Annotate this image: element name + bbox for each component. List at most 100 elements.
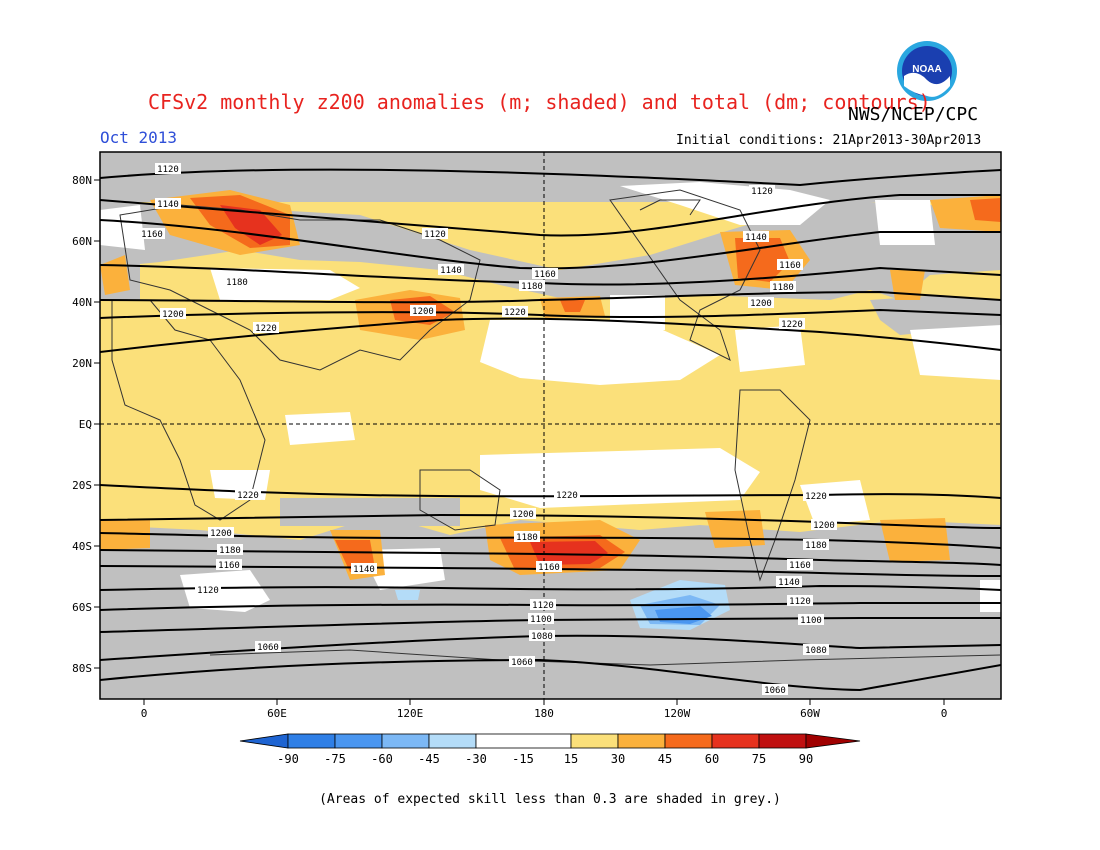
svg-text:1160: 1160 [141, 230, 163, 240]
colorbar-label: 60 [705, 752, 719, 766]
svg-text:1140: 1140 [353, 565, 375, 575]
colorbar-label: -15 [512, 752, 534, 766]
noaa-logo-text: NOAA [912, 64, 941, 75]
chart-title: CFSv2 monthly z200 anomalies (m; shaded)… [148, 90, 931, 114]
svg-text:1200: 1200 [813, 521, 835, 531]
contour-label: 1220 [779, 318, 805, 330]
lon-label: 0 [141, 707, 148, 720]
colorbar-label: 75 [752, 752, 766, 766]
contour-label: 1200 [410, 305, 436, 317]
svg-text:1100: 1100 [800, 616, 822, 626]
lon-label: 0 [941, 707, 948, 720]
svg-text:1120: 1120 [532, 601, 554, 611]
lat-label: 60N [72, 235, 92, 248]
svg-text:1160: 1160 [779, 261, 801, 271]
contour-label: 1140 [351, 563, 377, 575]
map-frame [99, 151, 1002, 700]
svg-text:1160: 1160 [218, 561, 240, 571]
colorbar-labels: -90 -75 -60 -45 -30 -15 15 30 45 60 75 9… [277, 752, 813, 766]
colorbar-label: -60 [371, 752, 393, 766]
svg-text:1180: 1180 [516, 533, 538, 543]
colorbar-swatch [758, 733, 807, 749]
colorbar-swatch [475, 733, 572, 749]
colorbar-swatch [428, 733, 477, 749]
contour-label: 1180 [224, 276, 250, 288]
lon-label: 60E [267, 707, 287, 720]
contour-label: 1080 [529, 630, 555, 642]
lat-label: EQ [79, 418, 92, 431]
contour-label: 1180 [217, 544, 243, 556]
svg-text:1060: 1060 [511, 658, 533, 668]
agency-label: NWS/NCEP/CPC [848, 104, 979, 125]
contour-label: 1060 [255, 641, 281, 653]
contour-label: 1120 [155, 163, 181, 175]
svg-text:1180: 1180 [772, 283, 794, 293]
svg-text:1180: 1180 [219, 546, 241, 556]
contour-label: 1060 [762, 684, 788, 696]
contour-label: 1220 [803, 490, 829, 502]
contour-label: 1120 [195, 584, 221, 596]
lat-label: 20N [72, 357, 92, 370]
colorbar-arrow-right [805, 733, 861, 749]
contour-label: 1120 [530, 599, 556, 611]
svg-text:1200: 1200 [412, 307, 434, 317]
contour-label: 1120 [422, 228, 448, 240]
lat-label: 40S [72, 540, 92, 553]
contour-label: 1200 [510, 508, 536, 520]
svg-text:1180: 1180 [521, 282, 543, 292]
lon-label: 180 [534, 707, 554, 720]
colorbar-swatch [617, 733, 666, 749]
contour-label: 1200 [160, 308, 186, 320]
svg-text:1220: 1220 [556, 491, 578, 501]
svg-text:1180: 1180 [226, 278, 248, 288]
svg-text:1120: 1120 [789, 597, 811, 607]
colorbar-swatch [287, 733, 336, 749]
skill-note: (Areas of expected skill less than 0.3 a… [319, 792, 781, 807]
svg-text:1160: 1160 [789, 561, 811, 571]
contour-label: 1160 [777, 259, 803, 271]
contour-label: 1220 [253, 322, 279, 334]
svg-text:1200: 1200 [750, 299, 772, 309]
contour-label: 1120 [787, 595, 813, 607]
svg-text:1120: 1120 [197, 586, 219, 596]
contour-label: 1200 [208, 527, 234, 539]
contour-label: 1180 [514, 531, 540, 543]
contour-label: 1140 [776, 576, 802, 588]
svg-text:1140: 1140 [745, 233, 767, 243]
svg-text:1140: 1140 [440, 266, 462, 276]
svg-text:1220: 1220 [504, 308, 526, 318]
colorbar-swatch [334, 733, 383, 749]
month-label: Oct 2013 [100, 128, 178, 147]
contour-label: 1200 [748, 297, 774, 309]
lat-label: 20S [72, 479, 92, 492]
contour-label: 1120 [749, 185, 775, 197]
svg-text:1060: 1060 [764, 686, 786, 696]
colorbar-label: 15 [564, 752, 578, 766]
colorbar-swatch [570, 733, 619, 749]
contour-label: 1140 [743, 231, 769, 243]
contour-label: 1140 [155, 198, 181, 210]
lat-label: 60S [72, 601, 92, 614]
colorbar-label: 45 [658, 752, 672, 766]
svg-text:1220: 1220 [237, 491, 259, 501]
svg-text:1060: 1060 [257, 643, 279, 653]
svg-text:1200: 1200 [512, 510, 534, 520]
contour-label: 1160 [139, 228, 165, 240]
colorbar-swatch [381, 733, 430, 749]
contour-label: 1100 [528, 613, 554, 625]
colorbar-label: -30 [465, 752, 487, 766]
svg-text:1140: 1140 [778, 578, 800, 588]
colorbar-label: -90 [277, 752, 299, 766]
svg-text:1220: 1220 [781, 320, 803, 330]
svg-text:1120: 1120 [751, 187, 773, 197]
lat-label: 80S [72, 662, 92, 675]
contour-label: 1100 [798, 614, 824, 626]
svg-text:1140: 1140 [157, 200, 179, 210]
colorbar-swatch [664, 733, 713, 749]
initial-conditions-label: Initial conditions: 21Apr2013-30Apr2013 [676, 133, 982, 148]
svg-text:1200: 1200 [210, 529, 232, 539]
lon-label: 60W [800, 707, 820, 720]
svg-text:1160: 1160 [534, 270, 556, 280]
svg-text:1080: 1080 [531, 632, 553, 642]
contour-label: 1220 [502, 306, 528, 318]
